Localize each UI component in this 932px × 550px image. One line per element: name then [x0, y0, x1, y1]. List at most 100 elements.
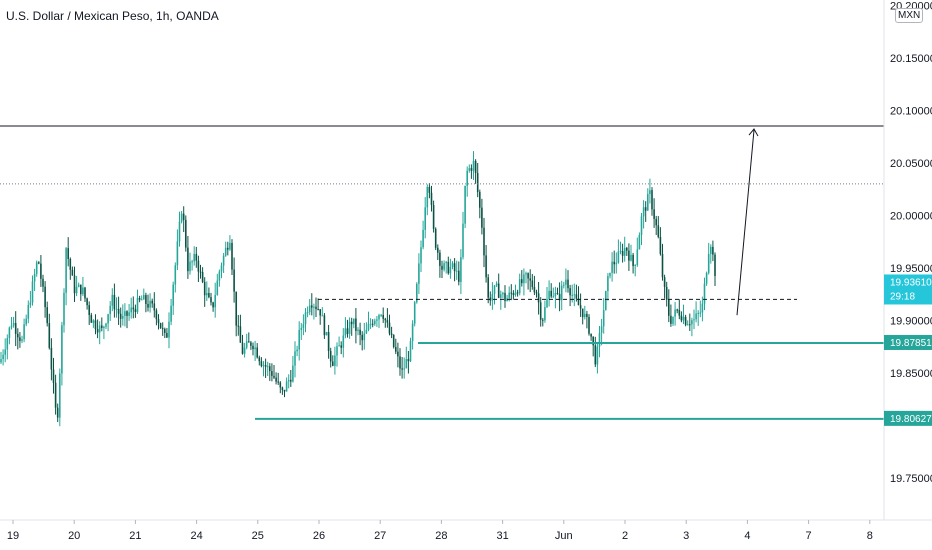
candle-down [73, 275, 76, 294]
candle-down [489, 297, 492, 301]
candle-up [313, 306, 315, 308]
candles-layer [0, 151, 716, 427]
candle-down [458, 270, 460, 282]
candle-down [147, 303, 149, 308]
candle-down [327, 332, 330, 351]
candle-down [680, 315, 683, 321]
candle-down [684, 316, 687, 325]
candle-down [476, 173, 479, 192]
candle-down [248, 341, 250, 343]
y-tick-label: 20.15000 [890, 53, 932, 65]
candle-up [107, 314, 109, 324]
candle-down [203, 281, 206, 296]
candle-down [260, 361, 263, 367]
candle-up [409, 341, 412, 362]
candle-up [466, 170, 468, 186]
candle-up [416, 283, 418, 303]
candle-down [521, 279, 523, 284]
candle-up [304, 312, 307, 325]
candle-down [527, 273, 529, 279]
candle-up [300, 327, 303, 330]
candle-down [401, 368, 403, 370]
candle-up [6, 337, 9, 350]
candle-down [588, 316, 590, 334]
candle-down [388, 322, 391, 334]
candle-down [714, 254, 716, 277]
candle-down [269, 366, 271, 372]
x-tick-label: 19 [7, 530, 19, 542]
x-tick-label: 26 [313, 530, 325, 542]
candle-down [329, 350, 332, 362]
candle-up [294, 351, 296, 366]
candle-up [424, 207, 426, 230]
x-tick-label: 4 [744, 530, 750, 542]
candle-up [405, 359, 408, 369]
candle-up [544, 307, 546, 321]
candle-up [449, 266, 452, 274]
candle-down [384, 318, 387, 321]
x-tick-label: 8 [867, 530, 873, 542]
candle-down [323, 315, 326, 336]
candle-up [170, 305, 172, 322]
candle-up [109, 305, 111, 315]
candle-down [281, 387, 284, 390]
candle-down [359, 329, 361, 335]
candle-up [636, 249, 639, 265]
candle-up [455, 270, 458, 272]
candle-down [19, 337, 21, 341]
candle-down [481, 207, 483, 228]
candle-up [525, 273, 527, 275]
candle-up [4, 349, 6, 355]
currency-badge[interactable]: MXN [895, 8, 924, 23]
candle-up [705, 272, 708, 284]
candle-down [355, 318, 357, 331]
candle-down [579, 305, 582, 309]
candle-down [67, 248, 69, 259]
candle-up [422, 229, 424, 248]
candle-up [647, 194, 649, 211]
candle-up [105, 323, 107, 327]
candle-down [655, 218, 657, 226]
candle-up [245, 341, 248, 348]
candle-up [642, 207, 645, 217]
candle-down [185, 219, 187, 248]
y-tick-label: 19.90000 [890, 315, 932, 327]
candle-down [199, 271, 202, 273]
y-tick-label: 19.95000 [890, 263, 932, 275]
candle-up [617, 251, 620, 263]
candle-down [157, 319, 160, 324]
candle-up [508, 292, 510, 299]
candle-up [460, 257, 462, 282]
candle-up [2, 354, 4, 360]
candle-up [378, 315, 380, 320]
candle-down [319, 309, 321, 316]
candle-down [235, 291, 237, 326]
candle-down [155, 310, 158, 320]
candle-down [161, 328, 164, 330]
candle-up [8, 327, 11, 338]
candle-down [437, 247, 439, 253]
candle-down [117, 308, 120, 314]
candle-up [31, 281, 34, 303]
candle-down [317, 308, 319, 310]
candle-up [600, 326, 603, 333]
last-price-tag: 19.93610 [890, 277, 932, 288]
candle-down [197, 260, 200, 272]
candle-up [367, 324, 370, 330]
candle-up [634, 264, 636, 266]
projection-arrow [736, 128, 759, 316]
candle-down [569, 288, 571, 296]
candle-up [65, 248, 67, 293]
x-tick-label: 21 [129, 530, 141, 542]
candle-up [103, 326, 105, 328]
candle-down [201, 272, 204, 282]
candle-down [275, 377, 277, 382]
x-tick-label: 31 [496, 530, 508, 542]
candle-down [678, 309, 681, 316]
candle-up [451, 263, 454, 267]
candle-down [48, 323, 51, 348]
candle-up [224, 247, 227, 256]
candle-up [12, 323, 15, 326]
candle-down [651, 190, 653, 210]
